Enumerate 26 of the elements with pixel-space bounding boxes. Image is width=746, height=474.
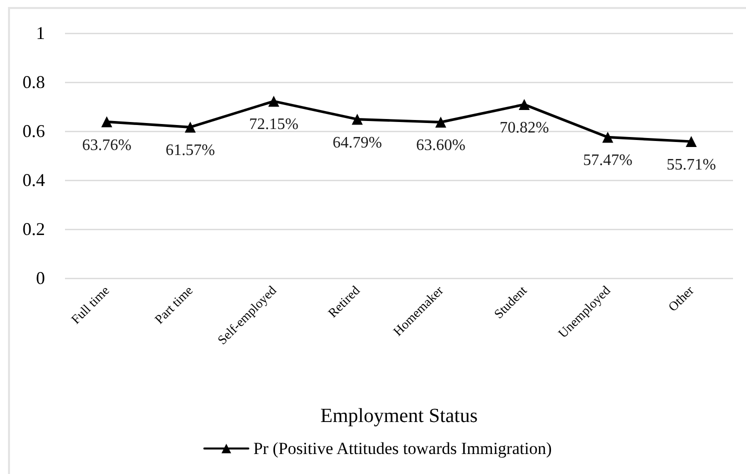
point xyxy=(101,116,112,128)
y-tick-label: 1 xyxy=(36,23,45,43)
x-tick-label: Full time xyxy=(68,282,112,327)
y-tick-label: 0.8 xyxy=(22,72,45,92)
point xyxy=(518,98,530,110)
y-tick-label: 0.6 xyxy=(22,121,45,141)
data-label: 63.60% xyxy=(416,137,466,154)
x-axis-title: Employment Status xyxy=(320,405,478,427)
data-label: 72.15% xyxy=(249,116,298,134)
y-tick-label: 0.2 xyxy=(22,219,45,239)
data-label: 63.76% xyxy=(82,136,132,154)
point xyxy=(435,116,446,128)
point xyxy=(268,96,280,107)
point xyxy=(602,132,614,143)
data-label: 64.79% xyxy=(332,134,382,152)
data-label: 57.47% xyxy=(583,152,632,170)
x-tick-label: Part time xyxy=(152,282,196,327)
point xyxy=(352,114,363,125)
data-label: 61.57% xyxy=(166,142,215,160)
data-label: 70.82% xyxy=(500,119,549,136)
point xyxy=(184,122,196,133)
legend-label: Pr (Positive Attitudes towards Immigration) xyxy=(253,439,552,458)
point xyxy=(686,136,697,148)
y-tick-label: 0.4 xyxy=(22,170,45,190)
data-label: 55.71% xyxy=(666,156,716,174)
y-tick-label: 0 xyxy=(36,268,45,288)
